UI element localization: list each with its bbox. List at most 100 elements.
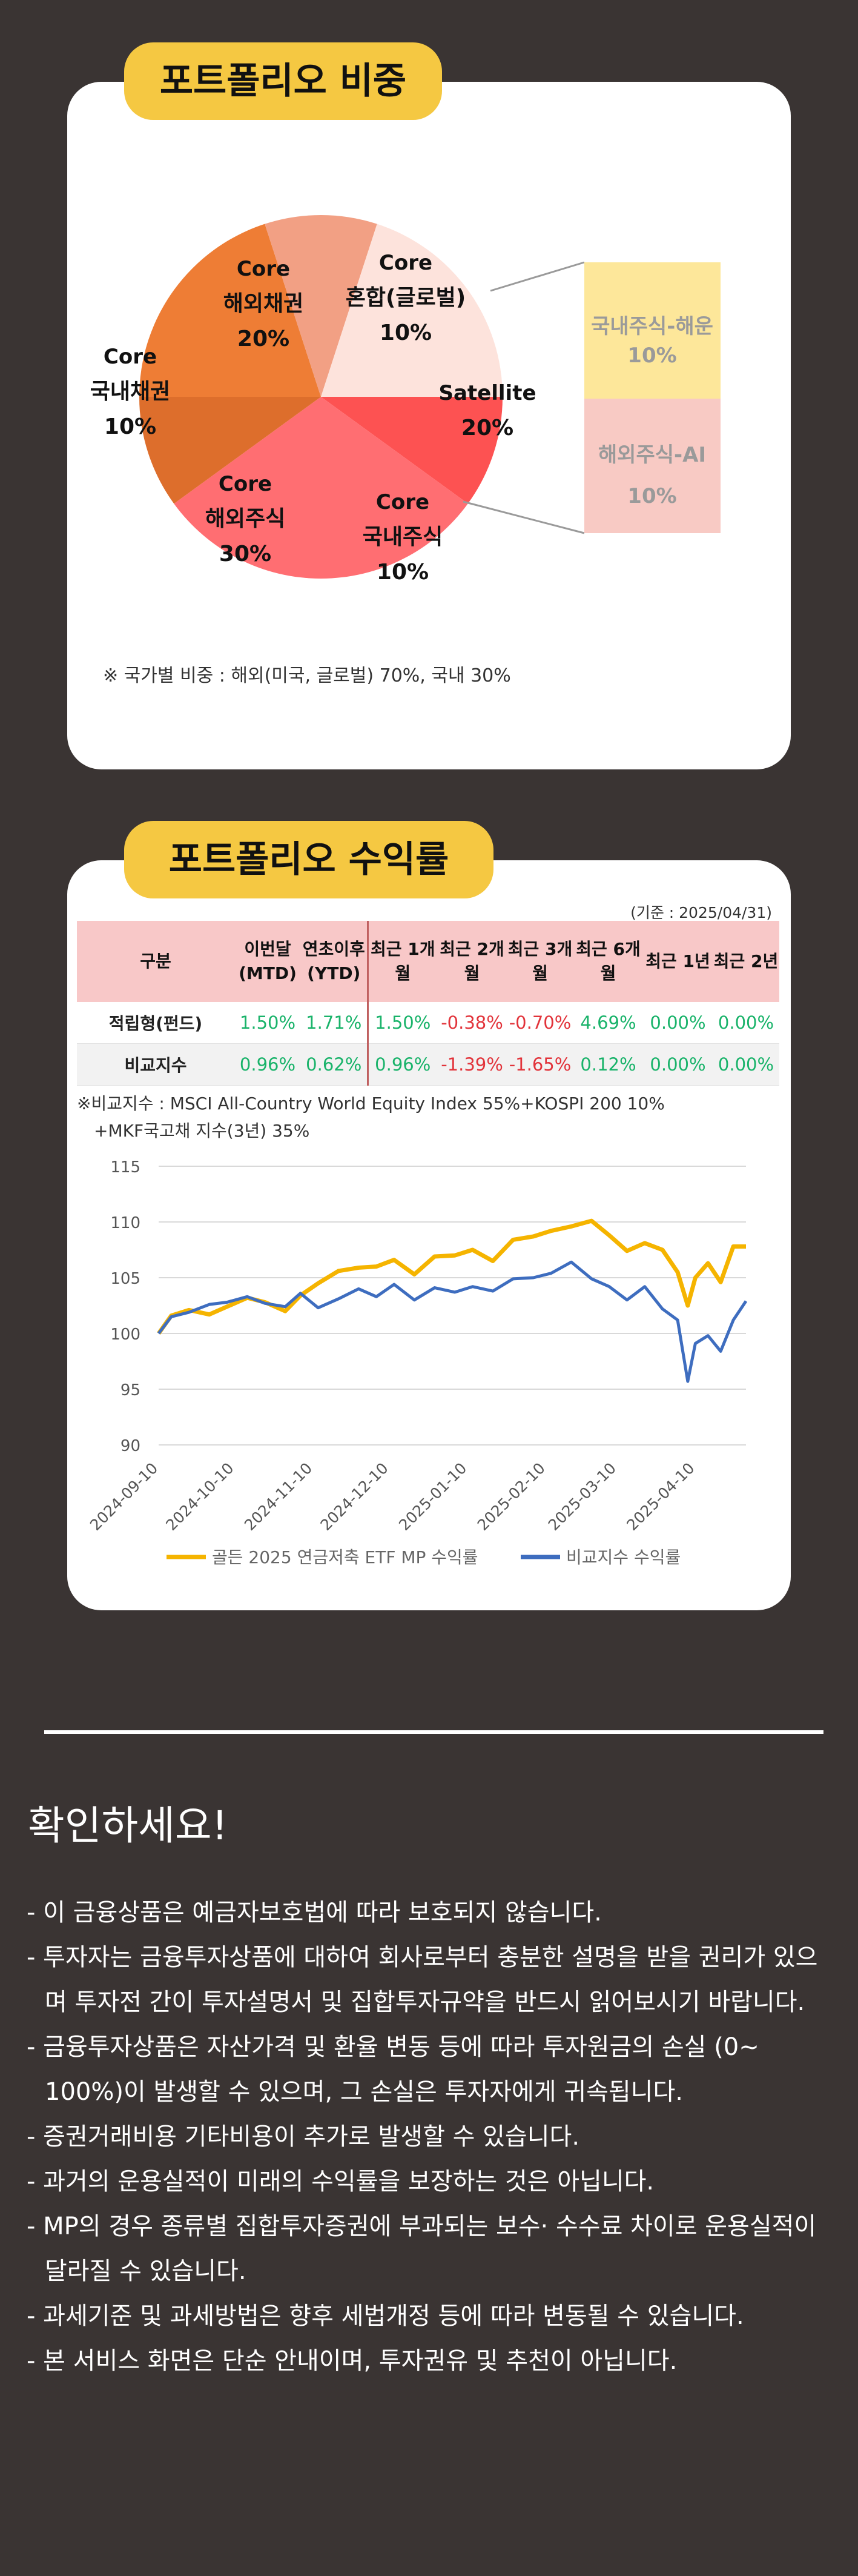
breakdown-pct-shipping: 10%: [627, 344, 676, 368]
pie-slice: [139, 224, 321, 397]
slice-label-l2: 국내주식: [363, 525, 443, 549]
portfolio-return-title: 포트폴리오 수익률: [124, 821, 493, 898]
pie-slice: [321, 397, 503, 504]
slice-label: Core 혼합(글로벌) 10%: [346, 251, 466, 345]
x-tick-label: 2024-12-10: [317, 1459, 391, 1534]
slice-label-l1: Satellite: [438, 381, 536, 405]
return-cell: 0.00%: [713, 1002, 779, 1044]
y-tick-label: 105: [110, 1270, 140, 1288]
slice-label-l1: Core: [237, 257, 290, 281]
slice-label-l1: Core: [376, 490, 429, 514]
slice-label: Core 해외주식 30%: [205, 472, 285, 566]
pie-slice: [265, 215, 377, 397]
row-label: 적립형(펀드): [77, 1002, 234, 1044]
slice-label-pct: 20%: [237, 327, 289, 351]
return-cell: -1.65%: [507, 1043, 573, 1086]
return-cell: 0.00%: [643, 1043, 713, 1086]
return-cell: 4.69%: [573, 1002, 643, 1044]
table-row: 적립형(펀드) 1.50% 1.71% 1.50% -0.38% -0.70% 4.69% 0…: [77, 1002, 779, 1044]
return-table: 구분 이번달 (MTD) 연초이후 (YTD) 최근 1개월 최근 2개월 최근…: [77, 921, 779, 1086]
slice-label-l1: Core: [219, 472, 272, 496]
x-tick-label: 2024-10-10: [162, 1459, 237, 1534]
header-3m: 최근 3개월: [507, 921, 573, 1002]
slice-label-l2: 해외채권: [223, 291, 303, 316]
return-cell: 0.96%: [366, 1043, 437, 1086]
header-category: 구분: [77, 921, 234, 1002]
slice-label: Satellite 20%: [438, 381, 536, 440]
pie-slice: [174, 397, 468, 579]
pie-slice: [139, 397, 321, 504]
notice-item: - 과세기준 및 과세방법은 향후 세법개정 등에 따라 변동될 수 있습니다.: [27, 2302, 744, 2330]
y-tick-label: 110: [110, 1214, 140, 1232]
breakdown-label-shipping: 국내주식-해운: [591, 314, 713, 339]
breakdown-box-shipping: [584, 262, 721, 399]
return-cell: 1.71%: [301, 1002, 368, 1044]
y-tick-label: 95: [120, 1381, 140, 1399]
y-tick-label: 90: [120, 1437, 140, 1455]
header-mtd: 이번달 (MTD): [234, 921, 301, 1002]
breakdown-connector-top: [490, 261, 585, 292]
benchmark-note: ※비교지수 : MSCI All-Country World Equity In…: [77, 1094, 665, 1114]
notice-list: - 이 금융상품은 예금자보호법에 따라 보호되지 않습니다. - 투자자는 금융…: [27, 1890, 838, 2383]
slice-label-l2: 국내채권: [90, 379, 170, 404]
return-cell: 1.50%: [366, 1002, 437, 1044]
notice-item: - 증권거래비용 기타비용이 추가로 발생할 수 있습니다.: [27, 2123, 580, 2151]
return-cell: 1.50%: [234, 1002, 301, 1044]
return-cell: 0.12%: [573, 1043, 643, 1086]
notice-item: - 이 금융상품은 예금자보호법에 따라 보호되지 않습니다.: [27, 1899, 602, 1927]
breakdown-label-ai: 해외주식-AI: [598, 443, 706, 467]
allocation-pie-chart: Core 해외채권 20%Core 혼합(글로벌) 10%Satellite 20%Cor…: [90, 215, 721, 585]
base-date: (기준 : 2025/04/31): [630, 904, 772, 921]
slice-label: Core 국내채권 10%: [90, 345, 170, 439]
notice-item: - 과거의 운용실적이 미래의 수익률을 보장하는 것은 아닙니다.: [27, 2168, 655, 2196]
slice-label: Core 국내주식 10%: [363, 490, 443, 585]
x-tick-label: 2025-02-10: [474, 1459, 549, 1534]
return-cell: -0.70%: [507, 1002, 573, 1044]
header-2y: 최근 2년: [713, 921, 779, 1002]
x-tick-label: 2024-11-10: [241, 1459, 315, 1534]
slice-label-pct: 30%: [219, 542, 271, 566]
return-cell: 0.00%: [643, 1002, 713, 1044]
divider: [44, 1730, 823, 1734]
slice-label-l1: Core: [379, 251, 432, 275]
header-6m: 최근 6개월: [573, 921, 643, 1002]
x-tick-label: 2025-01-10: [395, 1459, 470, 1534]
slice-label-l2: 해외주식: [205, 506, 285, 531]
return-cell: -0.38%: [437, 1002, 507, 1044]
table-row: 비교지수 0.96% 0.62% 0.96% -1.39% -1.65% 0.12% 0.00…: [77, 1043, 779, 1086]
slice-label-l1: Core: [104, 345, 157, 369]
notice-item: - 투자자는 금융투자상품에 대하여 회사로부터 충분한 설명을 받을 권리가 …: [27, 1944, 818, 2016]
x-tick-label: 2024-09-10: [87, 1459, 161, 1534]
slice-label: Core 해외채권 20%: [223, 257, 303, 351]
series-line-benchmark: [157, 1260, 748, 1383]
x-tick-label: 2025-04-10: [623, 1459, 698, 1534]
header-2m: 최근 2개월: [437, 921, 507, 1002]
notice-item: - MP의 경우 종류별 집합투자증권에 부과되는 보수· 수수료 차이로 운용…: [27, 2213, 817, 2285]
return-cell: 0.62%: [301, 1043, 368, 1086]
satellite-breakdown-item: 국내주식-해운 10%: [584, 262, 721, 399]
slice-label-pct: 20%: [461, 416, 513, 440]
pie-slice: [321, 224, 503, 397]
header-1m: 최근 1개월: [366, 921, 437, 1002]
notice-title: 확인하세요!: [28, 1802, 228, 1849]
notice-item: - 금융투자상품은 자산가격 및 환율 변동 등에 따라 투자원금의 손실 (0…: [27, 2033, 759, 2106]
y-tick-label: 115: [110, 1158, 140, 1177]
row-label: 비교지수: [77, 1043, 234, 1086]
breakdown-box-ai: [584, 399, 721, 533]
breakdown-connector-bottom: [463, 500, 585, 534]
legend-label: 골든 2025 연금저축 ETF MP 수익률: [212, 1547, 478, 1567]
x-tick-label: 2025-03-10: [545, 1459, 619, 1534]
legend-label: 비교지수 수익률: [566, 1547, 681, 1567]
return-table-header: 구분 이번달 (MTD) 연초이후 (YTD) 최근 1개월 최근 2개월 최근…: [77, 921, 779, 1002]
return-cell: -1.39%: [437, 1043, 507, 1086]
slice-label-pct: 10%: [377, 560, 429, 585]
portfolio-weight-title: 포트폴리오 비중: [124, 42, 442, 120]
benchmark-note-cont: +MKF국고채 지수(3년) 35%: [94, 1121, 310, 1141]
notice-item: - 본 서비스 화면은 단순 안내이며, 투자권유 및 추천이 아닙니다.: [27, 2347, 678, 2375]
breakdown-pct-ai: 10%: [627, 484, 676, 508]
return-cell: 0.96%: [234, 1043, 301, 1086]
header-1y: 최근 1년: [643, 921, 713, 1002]
slice-label-l2: 혼합(글로벌): [346, 285, 466, 310]
country-weight-note: ※ 국가별 비중 : 해외(미국, 글로벌) 70%, 국내 30%: [103, 665, 511, 686]
